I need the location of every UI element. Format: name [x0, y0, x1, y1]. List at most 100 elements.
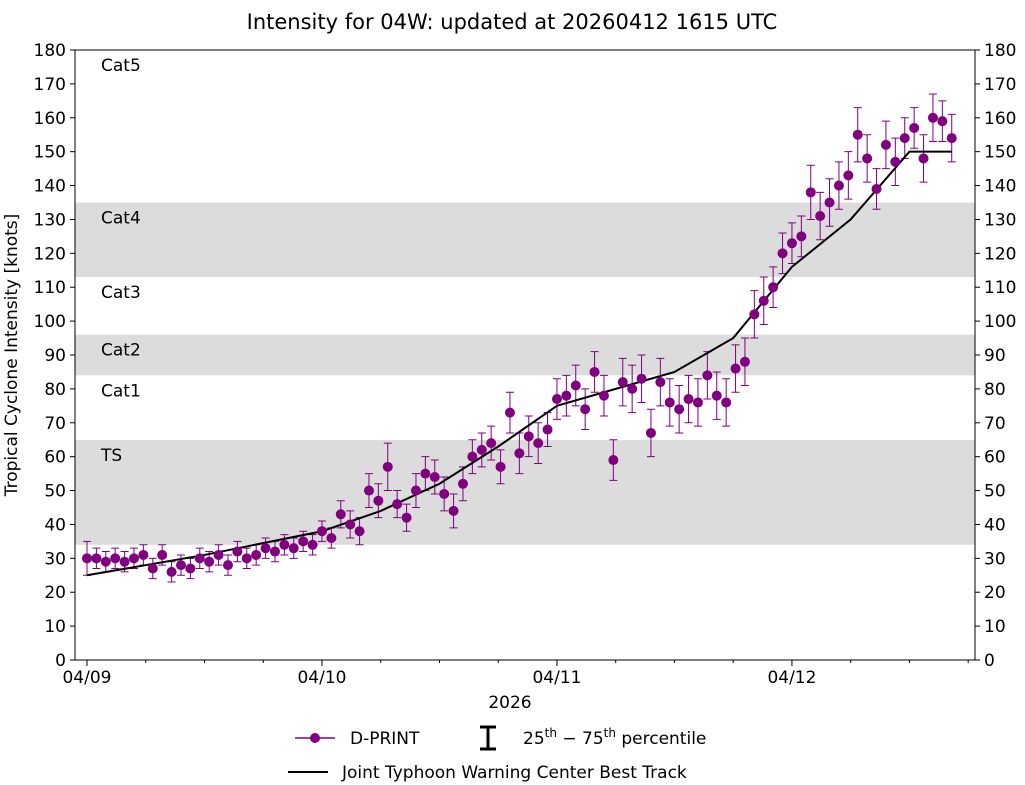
data-point: [373, 495, 384, 506]
y2-tick-label: 100: [984, 312, 1016, 332]
data-point: [655, 377, 666, 388]
data-point: [439, 488, 450, 499]
data-point: [504, 407, 515, 418]
data-point: [636, 373, 647, 384]
data-point: [777, 248, 788, 259]
data-point: [730, 363, 741, 374]
data-point: [345, 519, 356, 530]
data-point: [326, 533, 337, 543]
data-point: [570, 380, 581, 391]
data-point: [307, 539, 318, 550]
data-point: [175, 560, 186, 571]
data-point: [617, 377, 628, 388]
data-point: [514, 448, 525, 459]
y2-tick-label: 80: [984, 380, 1006, 400]
data-point: [429, 472, 440, 482]
data-point: [298, 536, 309, 547]
y2-tick-label: 140: [984, 177, 1016, 197]
data-point: [937, 116, 948, 127]
data-point: [739, 356, 750, 367]
data-point: [100, 556, 111, 567]
y-tick-label: 120: [34, 244, 66, 264]
y-tick-label: 130: [34, 210, 66, 230]
data-point: [664, 397, 675, 408]
data-point: [382, 461, 393, 472]
y-tick-label: 70: [44, 414, 66, 434]
data-point: [91, 553, 102, 564]
x-tick-label: 04/10: [297, 668, 346, 688]
y2-tick-label: 10: [984, 617, 1006, 637]
y2-tick-label: 60: [984, 448, 1006, 468]
data-point: [645, 427, 656, 438]
data-point: [833, 180, 844, 191]
y-tick-label: 140: [34, 177, 66, 197]
data-point: [241, 553, 252, 564]
data-point: [354, 526, 365, 537]
data-point: [269, 546, 280, 557]
data-point: [880, 139, 891, 150]
data-point: [128, 553, 139, 564]
y-tick-label: 20: [44, 583, 66, 603]
data-point: [918, 153, 929, 164]
legend-label: 25th − 75th percentile: [523, 726, 706, 750]
data-point: [523, 431, 534, 442]
data-point: [288, 543, 299, 554]
y2-tick-label: 0: [984, 651, 995, 671]
data-point: [260, 543, 271, 554]
y2-tick-label: 110: [984, 278, 1016, 298]
data-point: [110, 553, 121, 564]
category-label: Cat5: [101, 56, 141, 76]
y2-tick-label: 30: [984, 549, 1006, 569]
data-point: [711, 390, 722, 401]
y2-tick-label: 50: [984, 482, 1006, 502]
y-tick-label: 60: [44, 448, 66, 468]
y2-tick-label: 40: [984, 515, 1006, 535]
y2-tick-label: 150: [984, 143, 1016, 163]
data-point: [758, 295, 769, 306]
legend-errorbar: [480, 725, 496, 751]
data-point: [909, 122, 920, 133]
data-point: [786, 238, 797, 249]
data-point: [335, 509, 346, 520]
data-point: [157, 549, 168, 560]
data-point: [467, 451, 478, 462]
data-point: [871, 183, 882, 194]
x-tick-label: 04/11: [532, 668, 581, 688]
data-point: [533, 438, 544, 449]
data-point: [204, 556, 215, 567]
data-point: [166, 566, 177, 577]
data-point: [392, 499, 403, 510]
data-point: [486, 438, 497, 449]
data-point: [589, 366, 600, 377]
y-tick-label: 50: [44, 482, 66, 502]
legend: D-PRINT 25th − 75th percentile Joint Typ…: [288, 725, 706, 783]
y2-tick-label: 170: [984, 75, 1016, 95]
y2-tick-label: 90: [984, 346, 1006, 366]
y-axis-label: Tropical Cyclone Intensity [knots]: [2, 214, 22, 498]
x-tick-label: 04/12: [767, 668, 816, 688]
y-tick-label: 180: [34, 41, 66, 61]
data-point: [683, 394, 694, 405]
category-label: TS: [100, 446, 122, 466]
data-point: [316, 526, 327, 537]
data-point: [232, 546, 243, 557]
data-point: [674, 404, 685, 415]
data-point: [561, 390, 572, 401]
data-point: [147, 563, 158, 574]
y-tick-label: 170: [34, 75, 66, 95]
data-point: [551, 394, 562, 405]
plot-frame: [74, 49, 976, 661]
y-tick-label: 40: [44, 515, 66, 535]
data-point: [420, 468, 431, 479]
data-point: [946, 133, 957, 144]
data-point: [279, 539, 290, 550]
y-tick-label: 150: [34, 143, 66, 163]
data-point: [448, 505, 459, 516]
data-point: [862, 153, 873, 164]
category-label: Cat4: [101, 209, 141, 229]
legend-label: D-PRINT: [350, 729, 420, 749]
y-tick-label: 80: [44, 380, 66, 400]
y2-tick-label: 70: [984, 414, 1006, 434]
data-point: [702, 370, 713, 381]
x-axis-label: 2026: [488, 693, 531, 713]
